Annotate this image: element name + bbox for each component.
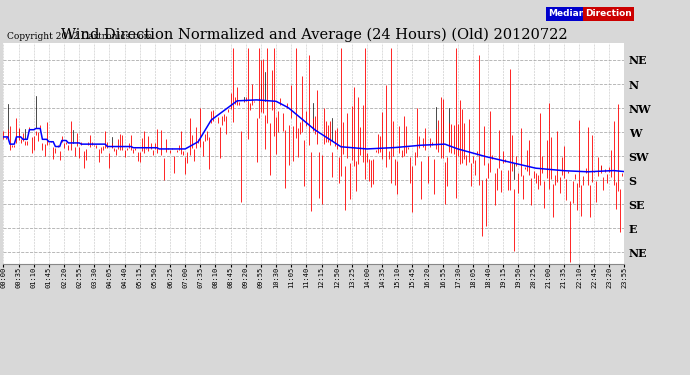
Text: Direction: Direction: [585, 9, 632, 18]
Text: Copyright 2012 Cartronics.com: Copyright 2012 Cartronics.com: [7, 32, 152, 41]
Title: Wind Direction Normalized and Average (24 Hours) (Old) 20120722: Wind Direction Normalized and Average (2…: [61, 28, 567, 42]
Text: Median: Median: [549, 9, 586, 18]
